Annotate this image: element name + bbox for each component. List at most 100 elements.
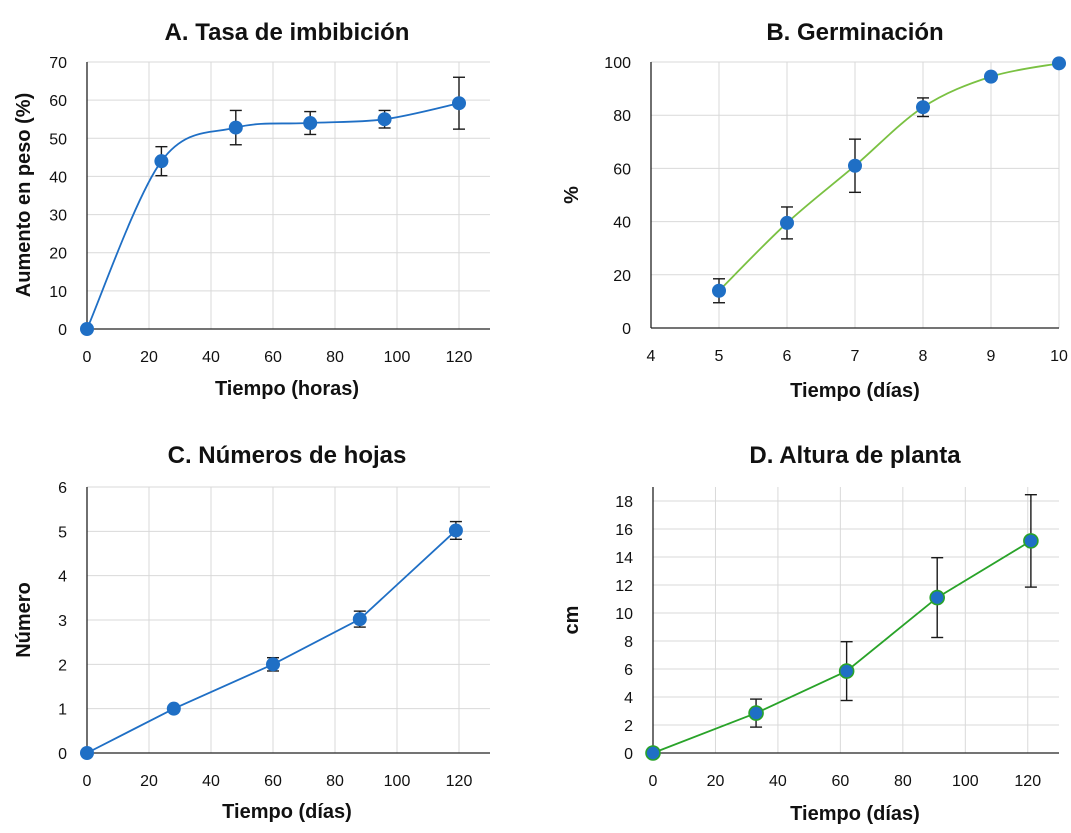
y-tick-label: 4 [58,569,67,586]
y-tick-label: 12 [615,578,633,595]
series-line [652,540,1032,754]
data-point [166,701,181,716]
y-tick-label: 60 [49,93,67,110]
x-tick-label: 10 [1050,348,1068,365]
data-point [748,705,764,721]
data-point [1052,56,1066,71]
series-line [718,62,1060,292]
data-point [780,215,794,230]
x-tick-label: 120 [1014,773,1041,790]
chart-panel-a: 0 20 40 60 80 100 120 0 10 20 30 40 50 60 70 A. Tasa de… [13,19,490,400]
y-tick-label: 40 [613,215,631,232]
x-tick-label: 80 [326,773,344,790]
y-tick-label: 20 [613,268,631,285]
x-tick-label: 20 [140,349,158,366]
x-tick-label: 40 [202,773,220,790]
chart-panel-d: 0 20 40 60 80 100 120 0 2 4 6 8 10 12 14 16 18 D. Altura … [561,442,1059,825]
y-tick-label: 50 [49,131,67,148]
x-axis-label: Tiempo (días) [222,801,352,823]
x-tick-label: 9 [987,348,996,365]
data-point [228,120,243,135]
y-tick-label: 6 [58,480,67,497]
y-tick-label: 5 [58,524,67,541]
data-point [1023,533,1039,549]
y-tick-label: 0 [622,321,631,338]
y-axis-label: % [561,186,583,204]
chart-panel-c: 0 20 40 60 80 100 120 0 1 2 3 4 5 6 C. Números de hoja… [13,442,490,823]
y-tick-label: 3 [58,613,67,630]
data-point [712,283,726,298]
x-axis-label: Tiempo (días) [790,803,920,825]
x-tick-label: 0 [649,773,658,790]
data-point [266,657,280,672]
y-tick-label: 2 [624,718,633,735]
data-point [916,100,930,115]
x-axis-label: Tiempo (días) [790,380,920,402]
y-tick-label: 40 [49,169,67,186]
y-tick-label: 20 [49,246,67,263]
y-tick-label: 0 [58,322,67,339]
x-tick-label: 80 [326,349,344,366]
x-tick-label: 4 [647,348,656,365]
x-tick-label: 7 [851,348,860,365]
data-point [154,154,169,169]
y-axis-label: Número [13,582,35,658]
y-tick-label: 2 [58,657,67,674]
y-tick-label: 14 [615,550,633,567]
x-tick-label: 20 [140,773,158,790]
y-tick-label: 1 [58,702,67,719]
chart-title: A. Tasa de imbibición [165,19,410,46]
y-axis-label: cm [561,606,583,635]
x-tick-label: 100 [384,349,411,366]
chart-title: C. Números de hojas [168,442,407,469]
y-tick-label: 10 [49,284,67,301]
y-tick-label: 70 [49,55,67,72]
data-point [452,96,466,111]
x-tick-label: 120 [446,773,473,790]
y-tick-label: 100 [604,55,631,72]
x-tick-label: 60 [264,773,282,790]
data-point [984,69,998,84]
x-tick-label: 40 [202,349,220,366]
data-point [352,612,367,627]
data-point [80,746,94,760]
x-tick-label: 40 [769,773,787,790]
data-point [303,116,318,131]
data-point [80,322,94,336]
x-tick-label: 6 [783,348,792,365]
y-tick-label: 6 [624,662,633,679]
x-tick-label: 8 [919,348,928,365]
y-tick-label: 60 [613,161,631,178]
data-point [848,158,862,173]
x-tick-label: 100 [952,773,979,790]
y-tick-label: 30 [49,208,67,225]
x-tick-label: 100 [384,773,411,790]
y-tick-label: 16 [615,522,633,539]
x-tick-label: 0 [83,349,92,366]
y-tick-label: 4 [624,690,633,707]
x-tick-label: 5 [715,348,724,365]
y-tick-label: 10 [615,606,633,623]
data-point [929,589,946,606]
data-point [838,663,855,679]
series-line [86,529,457,754]
y-tick-label: 8 [624,634,633,651]
x-tick-label: 80 [894,773,912,790]
y-tick-label: 18 [615,494,633,511]
chart-title: D. Altura de planta [749,442,961,469]
x-tick-label: 20 [707,773,725,790]
data-point [377,112,392,127]
x-tick-label: 60 [264,349,282,366]
x-tick-label: 0 [83,773,92,790]
chart-title: B. Germinación [766,19,943,46]
x-tick-label: 60 [831,773,849,790]
data-point [645,745,661,761]
y-tick-label: 80 [613,108,631,125]
y-tick-label: 0 [58,746,67,763]
x-tick-label: 120 [446,349,473,366]
data-point [448,523,463,538]
y-axis-label: Aumento en peso (%) [13,93,35,297]
